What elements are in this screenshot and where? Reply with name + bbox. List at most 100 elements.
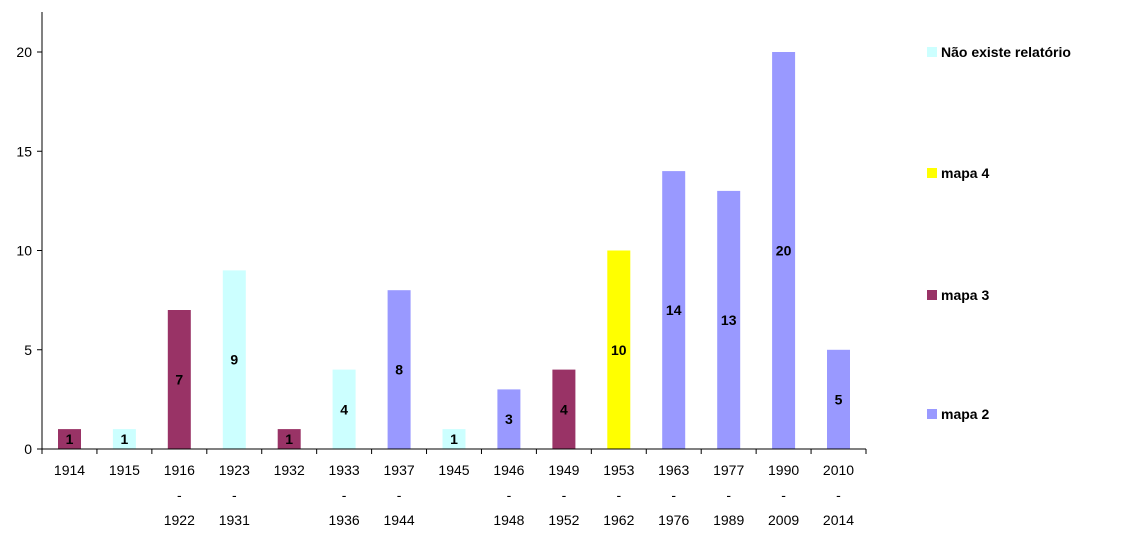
bar <box>58 429 81 449</box>
x-tick-label-line: 1977 <box>713 462 744 478</box>
legend-label: mapa 3 <box>941 287 989 303</box>
legend-label: Não existe relatório <box>941 44 1071 60</box>
data-label: 14 <box>666 302 682 318</box>
data-label: 10 <box>611 342 627 358</box>
x-tick-label-line: - <box>397 487 402 503</box>
legend-swatch <box>927 47 937 57</box>
x-tick-label-line: - <box>177 487 182 503</box>
x-tick-label: 1923 - 1931 <box>219 462 250 528</box>
legend-swatch <box>927 168 937 178</box>
y-tick-label: 0 <box>24 441 32 457</box>
bar <box>607 250 631 449</box>
x-tick-label-line: - <box>616 487 621 503</box>
x-tick-label-line: 1916 <box>164 462 195 478</box>
x-tick-label-line: 1963 <box>658 462 689 478</box>
bar <box>827 349 850 450</box>
x-tick-label-line: 2009 <box>768 512 799 528</box>
x-tick-label-line: - <box>342 487 347 503</box>
data-label: 9 <box>230 352 238 368</box>
bar <box>552 369 576 449</box>
x-tick-label-line: 1937 <box>384 462 415 478</box>
bar <box>222 270 246 449</box>
x-tick-label: 1953 - 1962 <box>603 462 634 528</box>
x-tick-label-line: 1933 <box>329 462 360 478</box>
x-tick-label: 1990 - 2009 <box>768 462 799 528</box>
x-tick-label-line: 1976 <box>658 512 689 528</box>
y-tick-label: 15 <box>16 143 32 159</box>
legend-label: mapa 4 <box>941 165 989 181</box>
x-tick-label: 1977 - 1989 <box>713 462 744 528</box>
data-label: 4 <box>340 401 348 417</box>
x-tick-label-line: 1931 <box>219 512 250 528</box>
x-tick-label-line: 1952 <box>548 512 579 528</box>
legend: Não existe relatório mapa 4 mapa 3 mapa 2 <box>927 44 1071 422</box>
x-tick-label: 1937 - 1944 <box>384 462 415 528</box>
x-tick-label-line: 1953 <box>603 462 634 478</box>
bar <box>497 389 521 449</box>
bar <box>717 190 741 449</box>
legend-swatch <box>927 290 937 300</box>
legend-label: mapa 2 <box>941 406 989 422</box>
bar <box>167 310 191 449</box>
x-tick-label-line: 1922 <box>164 512 195 528</box>
bar <box>277 429 301 449</box>
x-tick-label-line: 1990 <box>768 462 799 478</box>
data-label: 3 <box>505 411 513 427</box>
bar <box>662 171 686 449</box>
data-label: 1 <box>450 431 458 447</box>
x-tick-label-line: 1948 <box>493 512 524 528</box>
x-tick-label-line: 1945 <box>438 462 469 478</box>
y-tick-label: 5 <box>24 342 32 358</box>
data-label: 7 <box>175 372 183 388</box>
x-tick-label: 1932 <box>274 462 305 478</box>
x-tick-label: 2010 - 2014 <box>823 462 854 528</box>
bar <box>387 290 411 449</box>
x-tick-label-line: 1962 <box>603 512 634 528</box>
x-tick-label-line: 1915 <box>109 462 140 478</box>
data-label: 1 <box>121 431 129 447</box>
x-tick-label-line: 1936 <box>329 512 360 528</box>
bars-layer <box>58 52 850 450</box>
x-tick-label-line: 1914 <box>54 462 85 478</box>
x-tick-label: 1916 - 1922 <box>164 462 195 528</box>
x-tick-label: 1949 - 1952 <box>548 462 579 528</box>
data-label: 20 <box>776 243 792 259</box>
x-tick-label-line: - <box>671 487 676 503</box>
bar <box>332 369 356 449</box>
data-label: 5 <box>835 391 843 407</box>
bar <box>112 429 136 449</box>
x-tick-label: 1946 - 1948 <box>493 462 524 528</box>
bar <box>772 52 796 449</box>
data-label: 1 <box>66 431 74 447</box>
x-tick-label-line: 1946 <box>493 462 524 478</box>
x-tick-label-line: 2010 <box>823 462 854 478</box>
y-tick-label: 20 <box>16 44 32 60</box>
data-label: 13 <box>721 312 737 328</box>
x-tick-label-line: 1923 <box>219 462 250 478</box>
x-tick-label-line: - <box>781 487 786 503</box>
x-tick-label: 1915 <box>109 462 140 478</box>
x-tick-label: 1945 <box>438 462 469 478</box>
x-tick-label-line: 2014 <box>823 512 854 528</box>
y-tick-label: 10 <box>16 243 32 259</box>
legend-swatch <box>927 409 937 419</box>
x-tick-label-line: 1989 <box>713 512 744 528</box>
x-tick-label: 1963 - 1976 <box>658 462 689 528</box>
x-tick-label-line: 1932 <box>274 462 305 478</box>
x-tick-label-line: - <box>507 487 512 503</box>
x-tick-label: 1914 <box>54 462 85 478</box>
x-tick-label-line: - <box>232 487 237 503</box>
x-tick-label-line: 1949 <box>548 462 579 478</box>
data-label: 1 <box>285 431 293 447</box>
x-tick-label-line: - <box>836 487 841 503</box>
x-tick-label-line: 1944 <box>384 512 415 528</box>
x-tick-label: 1933 - 1936 <box>329 462 360 528</box>
data-label: 4 <box>560 401 568 417</box>
x-tick-label-line: - <box>726 487 731 503</box>
data-label: 8 <box>395 362 403 378</box>
x-tick-label-line: - <box>562 487 567 503</box>
